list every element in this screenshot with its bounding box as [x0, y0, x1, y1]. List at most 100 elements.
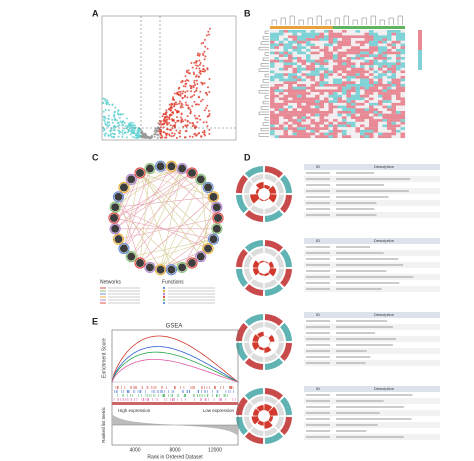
- heat-cell: [333, 62, 338, 66]
- heat-cell: [369, 124, 374, 128]
- heat-cell: [292, 73, 298, 76]
- heat-cell: [355, 132, 361, 136]
- annotation-cell: [279, 26, 284, 29]
- heat-cell: [355, 81, 361, 85]
- heat-cell: [292, 59, 298, 63]
- heat-cell: [301, 132, 307, 136]
- point: [206, 93, 209, 96]
- network: [100, 160, 224, 305]
- heat-cell: [315, 38, 320, 41]
- heat-cell: [346, 30, 352, 33]
- heat-cell: [270, 84, 275, 87]
- heat-cell: [346, 113, 352, 117]
- heat-cell: [369, 70, 374, 74]
- point: [125, 117, 128, 120]
- heat-cell: [382, 40, 388, 44]
- point: [165, 119, 168, 122]
- heat-cell: [391, 67, 397, 71]
- heat-cell: [297, 92, 302, 95]
- annotation: High expression: [118, 408, 151, 413]
- heat-cell: [333, 35, 338, 39]
- point: [191, 125, 194, 128]
- heat-cell: [396, 78, 401, 82]
- heat-cell: [373, 135, 379, 139]
- point: [177, 110, 180, 113]
- heat-cell: [310, 108, 316, 112]
- heat-cell: [337, 81, 343, 85]
- heat-cell: [378, 38, 383, 41]
- heat-cell: [400, 97, 406, 101]
- heat-cell: [270, 70, 275, 74]
- table-header-text: ID: [316, 164, 320, 169]
- heat-cell: [306, 40, 311, 44]
- point: [194, 117, 197, 120]
- annotation-cell: [283, 26, 288, 29]
- heat-cell: [324, 35, 329, 39]
- heat-cell: [400, 59, 406, 63]
- heat-cell: [292, 105, 298, 109]
- heat-cell: [337, 105, 343, 109]
- point: [198, 59, 201, 62]
- heat-cell: [396, 113, 401, 117]
- heat-cell: [288, 108, 293, 112]
- heat-cell: [346, 43, 352, 47]
- heat-cell: [342, 86, 347, 90]
- node: [136, 259, 144, 268]
- ring-inner: [258, 346, 264, 351]
- heat-cell: [337, 121, 343, 125]
- edge: [123, 172, 141, 249]
- heat-cell: [306, 54, 311, 58]
- heat-cell: [346, 73, 352, 76]
- ring-mid: [250, 322, 264, 331]
- heat-cell: [270, 89, 275, 93]
- heat-cell: [301, 86, 307, 90]
- heat-cell: [382, 62, 388, 66]
- point: [202, 41, 205, 44]
- point: [189, 108, 192, 111]
- heat-cell: [306, 100, 311, 103]
- point: [193, 90, 196, 93]
- heat-cell: [279, 100, 284, 103]
- heat-cell: [346, 94, 352, 98]
- heat-cell: [351, 48, 356, 52]
- point: [198, 63, 201, 66]
- heat-cell: [391, 124, 397, 128]
- point: [132, 121, 134, 124]
- heat-cell: [351, 127, 356, 130]
- heat-cell: [301, 121, 307, 125]
- annotation-cell: [337, 26, 342, 29]
- heat-cell: [355, 40, 361, 44]
- annotation-cell: [360, 26, 365, 29]
- point: [121, 133, 124, 136]
- edge: [139, 238, 214, 264]
- node: [111, 224, 120, 233]
- heat-cell: [364, 129, 370, 133]
- point: [192, 71, 195, 74]
- heat-cell: [328, 43, 334, 47]
- node-ring: [125, 251, 137, 263]
- heat-cell: [373, 73, 379, 76]
- heat-cell: [324, 89, 329, 93]
- point: [117, 113, 120, 116]
- heat-cell: [346, 67, 352, 71]
- heat-cell: [355, 73, 361, 76]
- heat-cell: [387, 75, 392, 79]
- heat-cell: [351, 59, 356, 63]
- heat-cell: [270, 46, 275, 49]
- heat-cell: [387, 78, 392, 82]
- point: [124, 125, 127, 127]
- heat-cell: [364, 116, 370, 120]
- heat-cell: [288, 59, 293, 63]
- heat-cell: [324, 127, 329, 130]
- point: [193, 73, 195, 76]
- heat-cell: [301, 127, 307, 130]
- heat-cell: [283, 32, 289, 36]
- heat-cell: [396, 54, 401, 58]
- heat-cell: [288, 73, 293, 76]
- point: [202, 54, 205, 57]
- heat-cell: [315, 86, 320, 90]
- ring-mid: [250, 427, 264, 436]
- heat-cell: [279, 84, 284, 87]
- heat-cell: [328, 102, 334, 106]
- point: [180, 81, 183, 84]
